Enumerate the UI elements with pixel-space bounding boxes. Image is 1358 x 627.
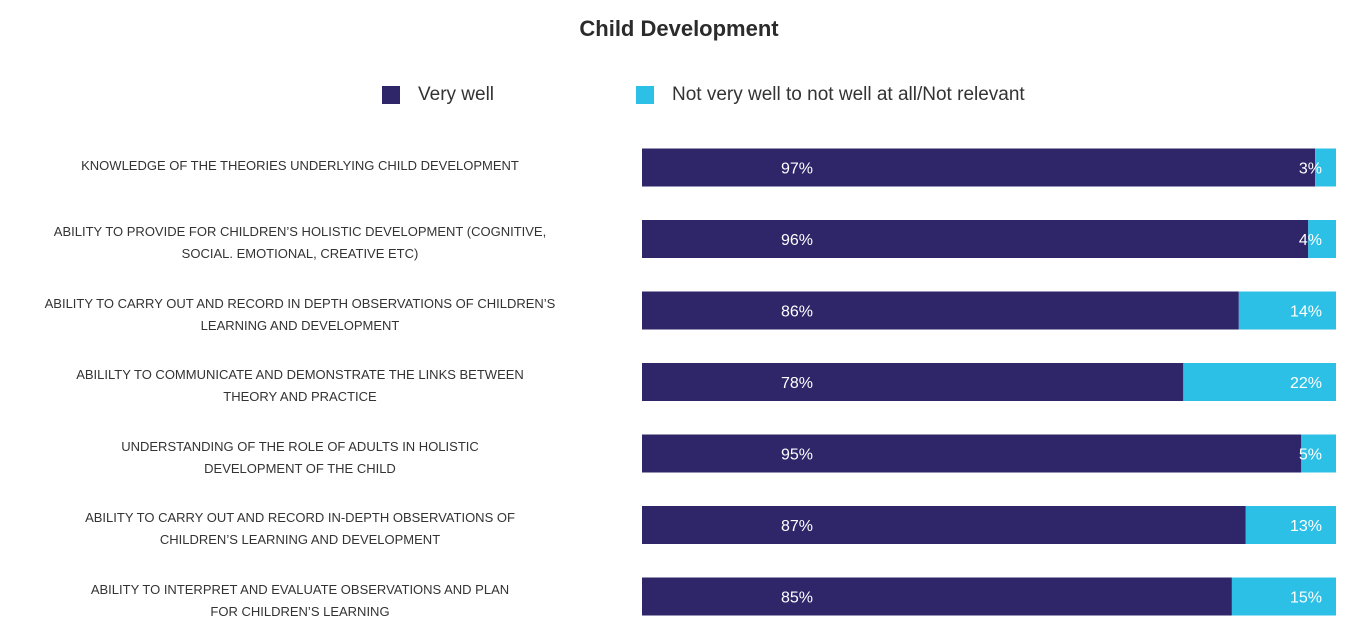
category-label-4: ABILILTY TO COMMUNICATE AND DEMONSTRATE … <box>0 364 600 408</box>
category-label-line: ABILITY TO PROVIDE FOR CHILDREN’S HOLIST… <box>53 224 547 239</box>
data-label-very-well-2: 96% <box>781 232 813 249</box>
legend-label-very-well: Very well <box>418 84 495 105</box>
chart-title: Child Development <box>579 16 779 41</box>
category-label-line: KNOWLEDGE OF THE THEORIES UNDERLYING CHI… <box>81 157 519 173</box>
bar-not-very-well-6 <box>1245 506 1336 544</box>
data-label-not-very-well-5: 5% <box>1299 447 1322 464</box>
legend-label-not-very-well: Not very well to not well at all/Not rel… <box>672 84 1025 105</box>
category-label-line: UNDERSTANDING OF THE ROLE OF ADULTS IN H… <box>121 438 479 454</box>
category-label-line: DEVELOPMENT OF THE CHILD <box>204 460 396 476</box>
data-label-not-very-well-2: 4% <box>1299 232 1322 249</box>
bar-very-well-5 <box>642 434 1302 473</box>
category-label-line: ABILILTY TO COMMUNICATE AND DEMONSTRATE … <box>76 367 524 382</box>
category-label-5: UNDERSTANDING OF THE ROLE OF ADULTS IN H… <box>0 436 600 480</box>
data-label-very-well-6: 87% <box>781 518 813 535</box>
category-label-2: ABILITY TO PROVIDE FOR CHILDREN’S HOLIST… <box>0 221 600 265</box>
bar-very-well-1 <box>642 148 1316 187</box>
bar-very-well-4 <box>642 363 1184 401</box>
bar-very-well-6 <box>642 506 1246 544</box>
bar-not-very-well-2 <box>1308 220 1336 258</box>
data-label-very-well-3: 86% <box>781 304 813 321</box>
category-label-line: THEORY AND PRACTICE <box>223 389 377 404</box>
bar-very-well-3 <box>642 291 1239 330</box>
data-label-very-well-1: 97% <box>781 161 813 178</box>
category-label-line: ABILITY TO CARRY OUT AND RECORD IN DEPTH… <box>44 295 556 311</box>
bar-not-very-well-1 <box>1315 148 1336 187</box>
data-label-very-well-7: 85% <box>781 590 813 607</box>
category-label-7: ABILITY TO INTERPRET AND EVALUATE OBSERV… <box>0 579 600 623</box>
legend-item-very-well: Very well <box>382 84 494 106</box>
data-label-not-very-well-6: 13% <box>1290 518 1322 535</box>
bar-very-well-2 <box>642 220 1309 258</box>
data-label-not-very-well-4: 22% <box>1290 375 1322 392</box>
category-label-line: ABILITY TO INTERPRET AND EVALUATE OBSERV… <box>90 581 510 597</box>
bar-not-very-well-5 <box>1301 434 1336 473</box>
legend-item-not-very-well: Not very well to not well at all/Not rel… <box>636 84 1025 106</box>
category-label-3: ABILITY TO CARRY OUT AND RECORD IN DEPTH… <box>0 293 600 337</box>
category-label-line: SOCIAL. EMOTIONAL, CREATIVE ETC) <box>181 246 419 261</box>
bar-not-very-well-4 <box>1183 363 1336 401</box>
bar-not-very-well-7 <box>1231 577 1336 616</box>
category-label-1: KNOWLEDGE OF THE THEORIES UNDERLYING CHI… <box>0 155 600 177</box>
category-label-line: LEARNING AND DEVELOPMENT <box>200 317 400 333</box>
category-label-line: FOR CHILDREN’S LEARNING <box>210 603 390 619</box>
legend: Very well Not very well to not well at a… <box>0 84 1358 110</box>
data-label-very-well-4: 78% <box>781 375 813 392</box>
legend-swatch-not-very-well <box>636 86 654 104</box>
category-label-6: ABILITY TO CARRY OUT AND RECORD IN-DEPTH… <box>0 507 600 551</box>
data-label-not-very-well-3: 14% <box>1290 304 1322 321</box>
data-label-very-well-5: 95% <box>781 447 813 464</box>
category-label-line: CHILDREN’S LEARNING AND DEVELOPMENT <box>159 532 441 547</box>
legend-swatch-very-well <box>382 86 400 104</box>
data-label-not-very-well-1: 3% <box>1299 161 1322 178</box>
data-label-not-very-well-7: 15% <box>1290 590 1322 607</box>
category-label-line: ABILITY TO CARRY OUT AND RECORD IN-DEPTH… <box>85 510 515 525</box>
bar-very-well-7 <box>642 577 1232 616</box>
bar-not-very-well-3 <box>1238 291 1336 330</box>
